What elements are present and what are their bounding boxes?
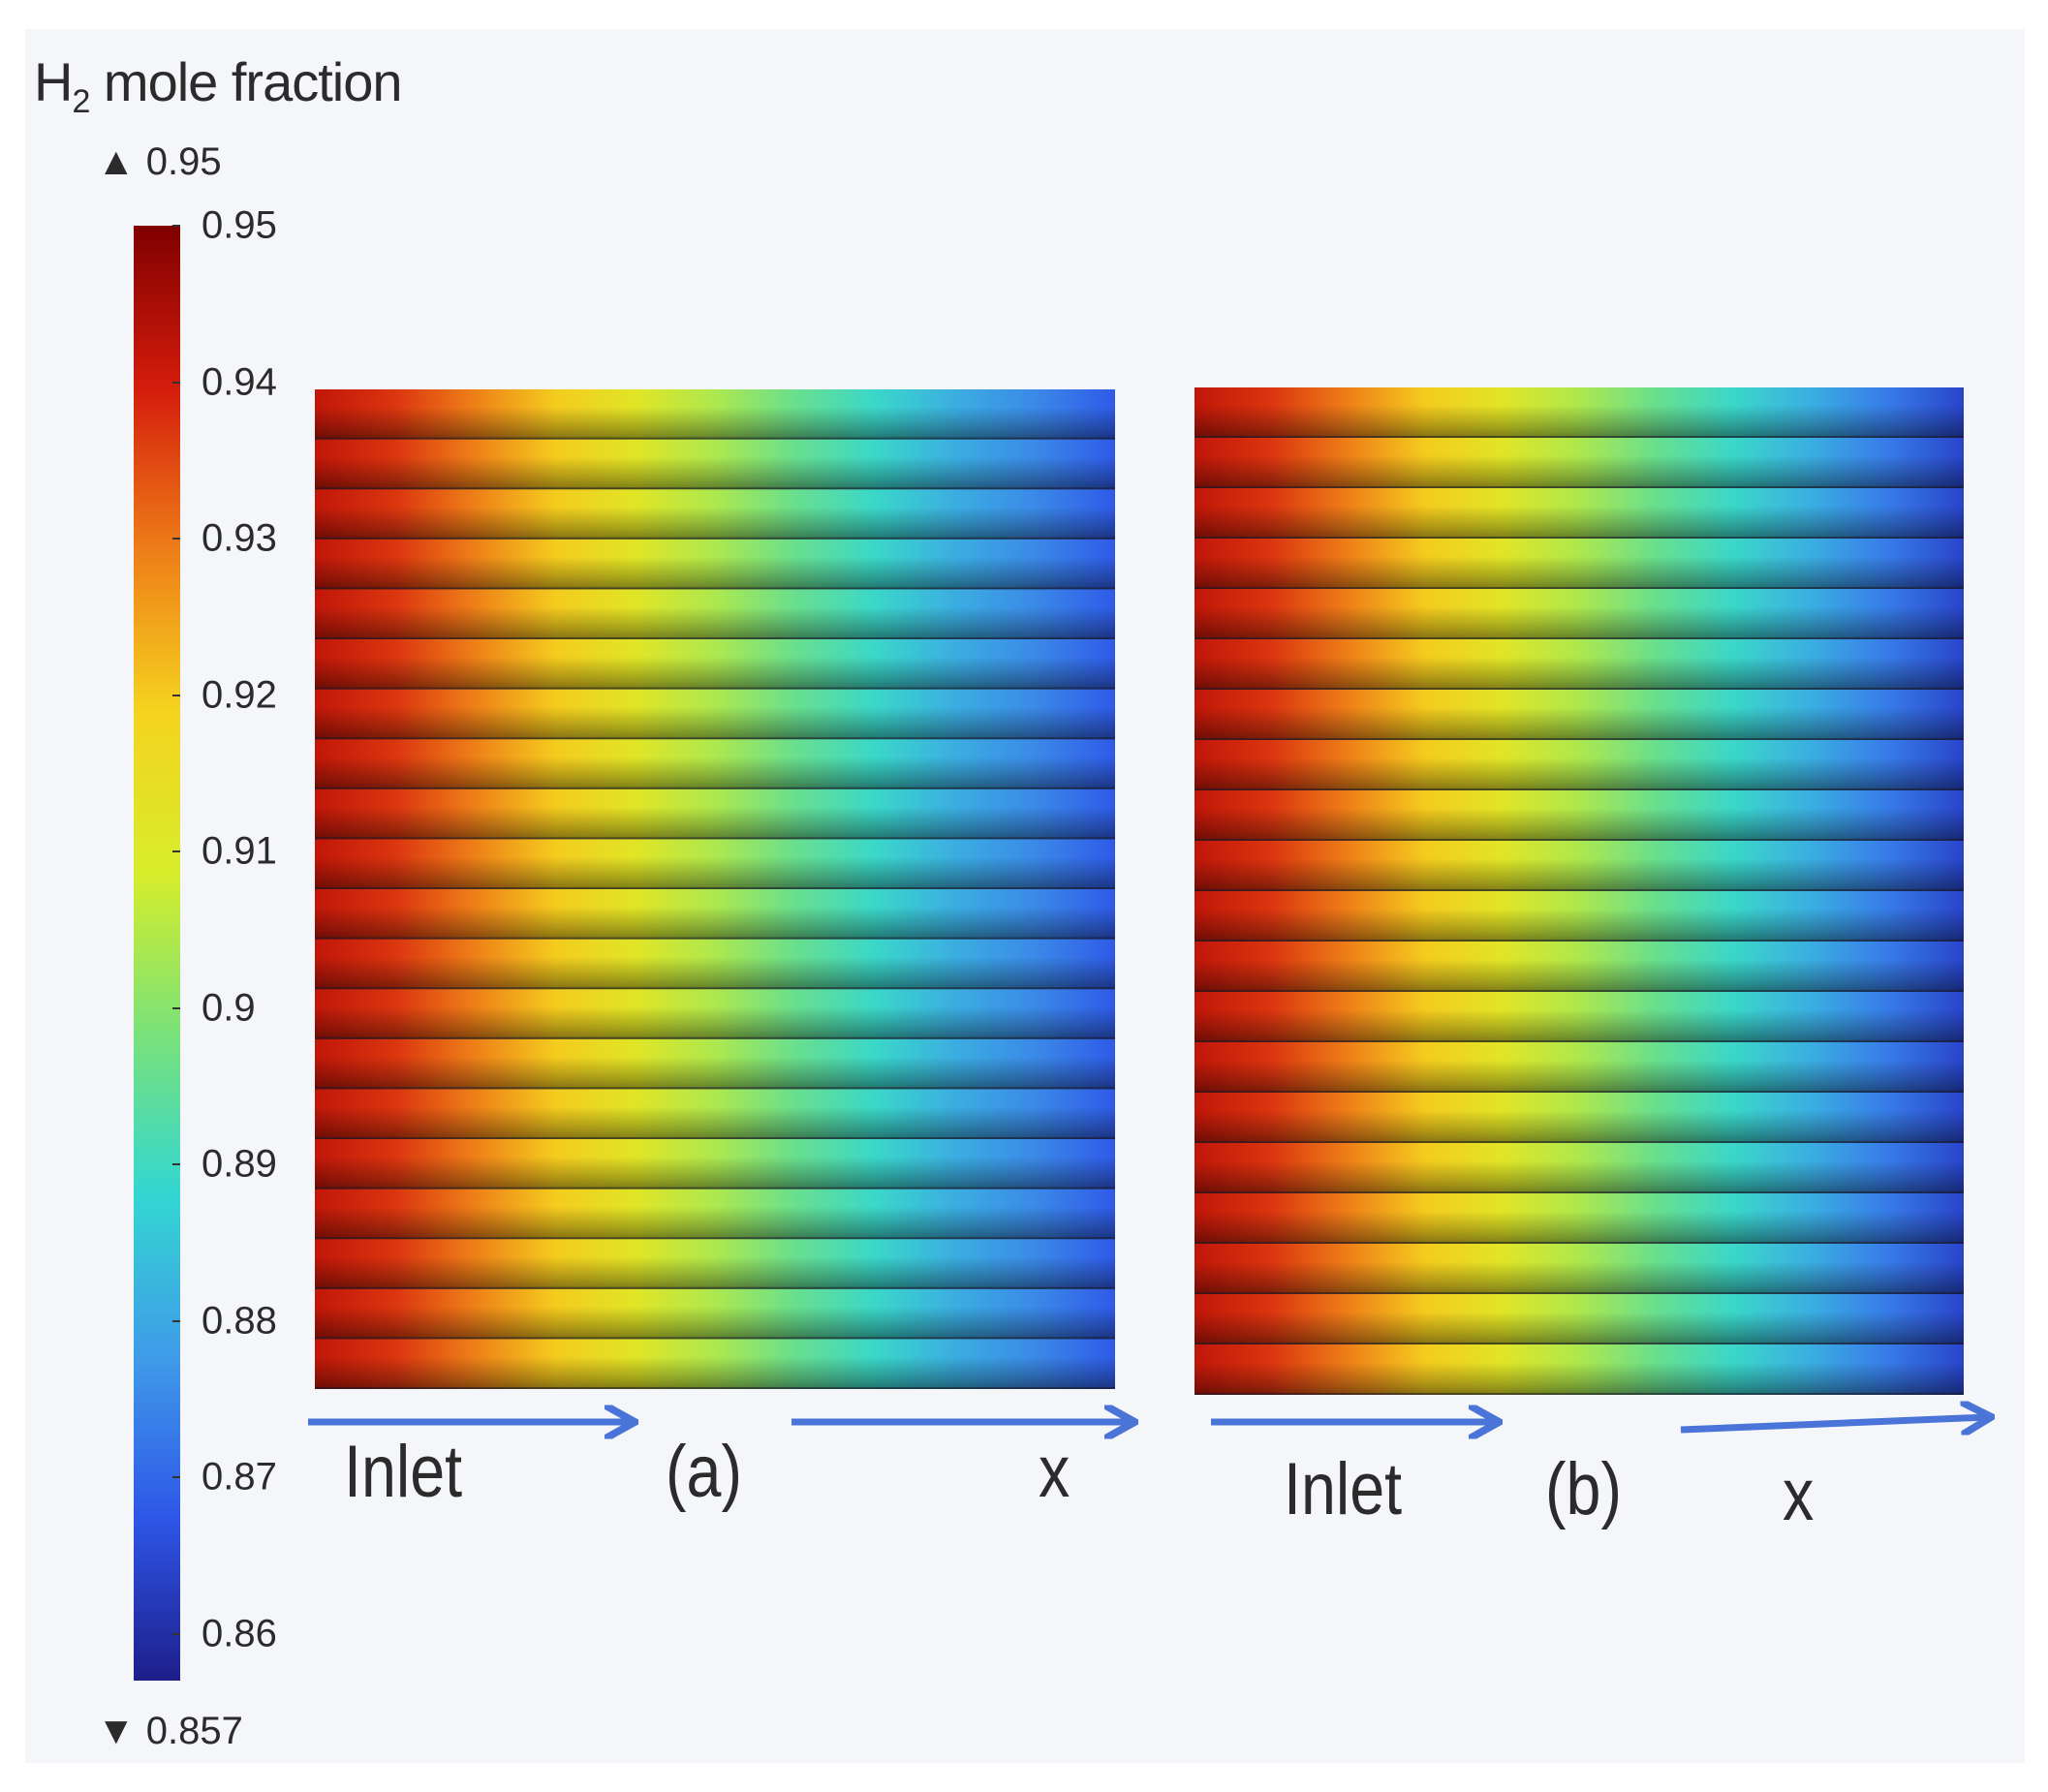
colorbar-tick-label: 0.94 <box>202 360 277 403</box>
channel-band <box>1195 1193 1964 1244</box>
channel-band <box>1195 589 1964 639</box>
colorbar-tick-label: 0.86 <box>202 1612 277 1655</box>
colorbar-tick-mark <box>172 225 180 227</box>
colorbar-tick-label: 0.87 <box>202 1455 277 1498</box>
up-triangle-icon: ▲ <box>97 140 136 183</box>
colorbar-title-rest: mole fraction <box>89 51 403 112</box>
colorbar-tick-label: 0.91 <box>202 829 277 873</box>
x-label-b: x <box>1783 1454 1815 1536</box>
x-axis-arrow-b <box>1680 1417 1988 1430</box>
colorbar-title-subscript: 2 <box>72 83 90 121</box>
channel-band <box>1195 690 1964 740</box>
channel-band <box>315 1189 1115 1240</box>
colorbar-title-main: H <box>34 51 73 112</box>
channel-band <box>315 788 1115 840</box>
colorbar-tick-label: 0.95 <box>202 203 277 247</box>
channel-band <box>315 1239 1115 1289</box>
panel-label-b: (b) <box>1545 1448 1622 1530</box>
inlet-label-a: Inlet <box>344 1431 463 1513</box>
channel-band <box>1195 1294 1964 1344</box>
channel-band <box>1195 992 1964 1042</box>
colorbar-tick-mark <box>172 1319 180 1322</box>
channel-band <box>315 1089 1115 1139</box>
colorbar-max-value: 0.95 <box>145 140 222 183</box>
colorbar-min-value: 0.857 <box>145 1710 243 1752</box>
colorbar-tick-label: 0.93 <box>202 516 277 560</box>
colorbar-tick-label: 0.92 <box>202 673 277 717</box>
colorbar-tick-label: 0.89 <box>202 1142 277 1186</box>
channel-band <box>315 889 1115 940</box>
down-triangle-icon: ▼ <box>97 1710 136 1752</box>
channel-band <box>1195 942 1964 992</box>
channel-band <box>315 639 1115 690</box>
colorbar-tick-label: 0.9 <box>202 986 256 1030</box>
channel-band <box>315 1139 1115 1190</box>
channel-band <box>1195 891 1964 942</box>
channel-band <box>315 839 1115 889</box>
channel-band <box>315 1038 1115 1090</box>
channel-band <box>1195 488 1964 539</box>
colorbar-tick-mark <box>172 1632 180 1635</box>
colorbar-tick-mark <box>172 850 180 853</box>
colorbar-gradient <box>134 226 180 1681</box>
channel-band <box>1195 1344 1964 1395</box>
colorbar-max: ▲ 0.95 <box>97 140 222 184</box>
channel-band <box>315 1339 1115 1389</box>
colorbar-tick-mark <box>172 1006 180 1009</box>
colorbar-min: ▼ 0.857 <box>97 1710 243 1753</box>
channel-band <box>1195 1042 1964 1093</box>
channel-band <box>315 939 1115 990</box>
channel-band <box>1195 438 1964 488</box>
colorbar-tick-mark <box>172 381 180 384</box>
colorbar-tick-mark <box>172 538 180 540</box>
channel-band <box>1195 1143 1964 1193</box>
channel-band <box>315 989 1115 1039</box>
channel-band <box>1195 841 1964 891</box>
channel-band <box>315 689 1115 740</box>
x-label-a: x <box>1039 1431 1071 1513</box>
heatmap-panel-b <box>1195 387 1964 1395</box>
channel-band <box>1195 790 1964 841</box>
channel-band <box>1195 639 1964 690</box>
colorbar-tick-mark <box>172 694 180 696</box>
channel-band <box>1195 740 1964 790</box>
channel-band <box>315 439 1115 490</box>
channel-band <box>315 539 1115 590</box>
colorbar-tick-label: 0.88 <box>202 1299 277 1343</box>
channel-band <box>1195 387 1964 438</box>
colorbar-title: H2 mole fraction <box>34 50 403 121</box>
heatmap-panel-a <box>315 389 1115 1389</box>
channel-band <box>315 489 1115 540</box>
channel-band <box>315 389 1115 440</box>
panel-label-a: (a) <box>666 1431 742 1513</box>
channel-band <box>1195 1093 1964 1143</box>
channel-band <box>1195 1244 1964 1294</box>
channel-band <box>315 1288 1115 1340</box>
colorbar <box>134 226 180 1681</box>
inlet-label-b: Inlet <box>1284 1448 1403 1530</box>
channel-band <box>1195 539 1964 589</box>
channel-band <box>315 739 1115 789</box>
channel-band <box>315 589 1115 639</box>
colorbar-tick-mark <box>172 1163 180 1166</box>
colorbar-tick-mark <box>172 1476 180 1479</box>
